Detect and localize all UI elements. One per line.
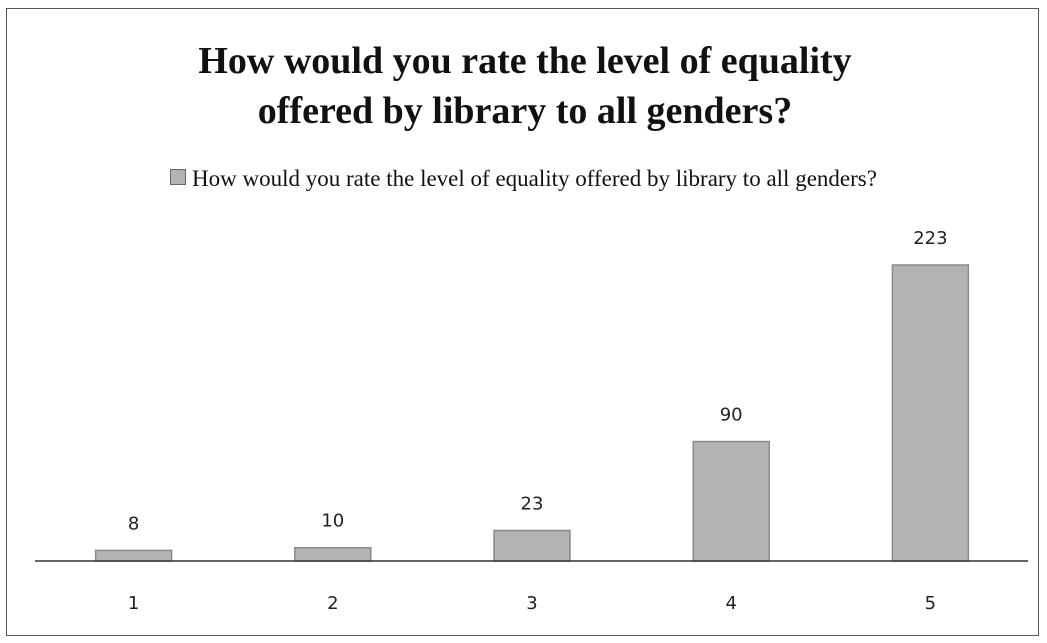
legend-swatch <box>170 169 187 185</box>
legend: How would you rate the level of equality… <box>0 166 1047 192</box>
data-label: 8 <box>128 513 139 534</box>
bar <box>891 264 970 562</box>
chart-frame <box>6 8 1039 636</box>
chart-title: How would you rate the level of equality… <box>198 40 852 132</box>
x-tick-label: 5 <box>925 593 936 614</box>
bar <box>94 549 173 562</box>
legend-label: How would you rate the level of equality… <box>192 166 877 191</box>
x-tick-label: 2 <box>327 593 338 614</box>
bar <box>294 546 372 562</box>
data-label: 90 <box>720 405 743 426</box>
bar <box>692 440 770 562</box>
x-tick-label: 3 <box>526 593 537 614</box>
data-label: 23 <box>521 493 544 514</box>
data-label: 223 <box>913 228 947 249</box>
data-label: 10 <box>321 511 344 532</box>
x-tick-label: 1 <box>128 593 139 614</box>
x-tick-label: 4 <box>725 593 736 614</box>
bar <box>493 529 571 562</box>
